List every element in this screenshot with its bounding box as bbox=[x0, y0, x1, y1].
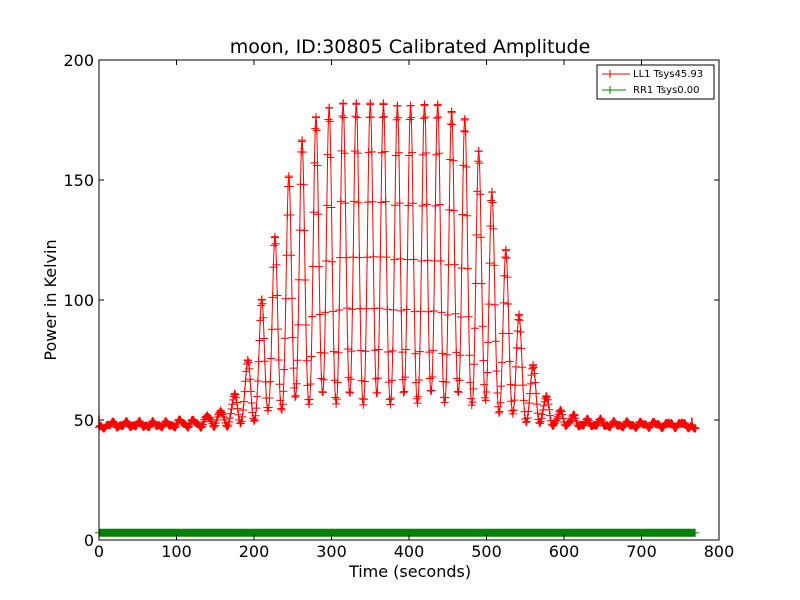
series-ll1-peak-point bbox=[677, 418, 686, 427]
series-rr1 bbox=[95, 528, 700, 537]
series-ll1-peak-point bbox=[406, 101, 415, 110]
y-tick-label: 150 bbox=[63, 171, 94, 190]
legend-box bbox=[596, 64, 715, 100]
series-ll1-peak-point bbox=[542, 392, 551, 400]
series-ll1-peak-point bbox=[393, 101, 402, 110]
series-ll1-peak-point bbox=[664, 418, 673, 427]
legend: LL1 Tsys45.93 RR1 Tsys0.00 bbox=[596, 64, 715, 100]
series-ll1-peak-point bbox=[501, 245, 510, 254]
series-ll1-peak-point bbox=[366, 99, 375, 108]
legend-label-ll1: LL1 Tsys45.93 bbox=[633, 69, 703, 80]
x-tick-label: 0 bbox=[94, 542, 104, 561]
series-ll1-peak-point bbox=[569, 411, 578, 420]
series-ll1-peak-point bbox=[637, 418, 646, 427]
legend-entry-ll1: LL1 Tsys45.93 bbox=[602, 69, 703, 80]
y-tick-label: 50 bbox=[74, 411, 94, 430]
y-tick-label: 200 bbox=[63, 51, 94, 70]
chart-title: moon, ID:30805 Calibrated Amplitude bbox=[230, 36, 591, 58]
x-tick-label: 700 bbox=[626, 542, 657, 561]
series-ll1-peak-point bbox=[189, 416, 198, 424]
series-ll1-peak-point bbox=[623, 418, 632, 427]
series-ll1-peak-point bbox=[583, 416, 592, 424]
series-ll1-peak-point bbox=[216, 406, 225, 415]
series-ll1-peak-point bbox=[312, 113, 320, 122]
series-ll1-peak-point bbox=[650, 418, 659, 427]
x-tick-label: 600 bbox=[549, 542, 580, 561]
series-ll1-peak-point bbox=[243, 356, 252, 364]
series-ll1-peak-point bbox=[325, 104, 334, 112]
x-tick-label: 200 bbox=[239, 542, 270, 561]
series-ll1-peak-point bbox=[433, 101, 442, 110]
series-ll1-peak-point bbox=[284, 173, 293, 182]
series-ll1-peak-point bbox=[515, 310, 524, 319]
series-ll1-peak-point bbox=[162, 418, 171, 427]
legend-marker-ll1 bbox=[606, 70, 630, 78]
series-ll1-peak-point bbox=[230, 389, 239, 398]
x-tick-label: 400 bbox=[394, 542, 425, 561]
series-ll1-peak-point bbox=[298, 137, 307, 146]
series-ll1-peak-point bbox=[487, 188, 496, 196]
y-tick-label: 100 bbox=[63, 291, 94, 310]
legend-label-rr1: RR1 Tsys0.00 bbox=[633, 85, 700, 96]
series-ll1-peak-point bbox=[460, 116, 469, 124]
series-ll1-peak-point bbox=[339, 99, 348, 108]
series-ll1-peak-point bbox=[556, 406, 565, 415]
x-tick-label: 500 bbox=[471, 542, 502, 561]
legend-marker-rr1 bbox=[606, 86, 614, 94]
series-ll1-peak-point bbox=[529, 360, 537, 369]
series-rr1-markers bbox=[95, 528, 700, 537]
x-tick-label: 800 bbox=[704, 542, 735, 561]
series-ll1-peak-point bbox=[352, 99, 361, 108]
series-ll1-peak-point bbox=[420, 101, 429, 110]
x-tick-label: 100 bbox=[161, 542, 192, 561]
series-ll1-peak-point bbox=[257, 296, 266, 304]
series-ll1-peak-point bbox=[135, 418, 144, 427]
series-ll1-peak-point bbox=[474, 147, 483, 156]
series-ll1-peak-point bbox=[176, 416, 185, 424]
series-ll1-peak-point bbox=[203, 411, 212, 420]
series-ll1-peak-point bbox=[270, 233, 279, 242]
series-ll1-peak-point bbox=[610, 418, 619, 427]
series-ll1-peak-point bbox=[447, 108, 456, 117]
y-tick-label: 0 bbox=[84, 531, 94, 550]
ticks-layer: 0 100 200 300 400 500 600 700 800 0 50 100 150 200 bbox=[63, 51, 734, 561]
legend-entry-rr1: RR1 Tsys0.00 bbox=[602, 85, 700, 96]
series-ll1-peak-point bbox=[149, 418, 158, 427]
series-ll1-peak-point bbox=[596, 416, 605, 424]
x-tick-label: 300 bbox=[316, 542, 347, 561]
series-ll1-peak-point bbox=[108, 418, 117, 427]
y-axis-label: Power in Kelvin bbox=[41, 239, 60, 360]
series-ll1-peak-point bbox=[122, 418, 131, 427]
series-ll1-peak-point bbox=[379, 99, 388, 108]
x-axis-label: Time (seconds) bbox=[348, 562, 471, 581]
